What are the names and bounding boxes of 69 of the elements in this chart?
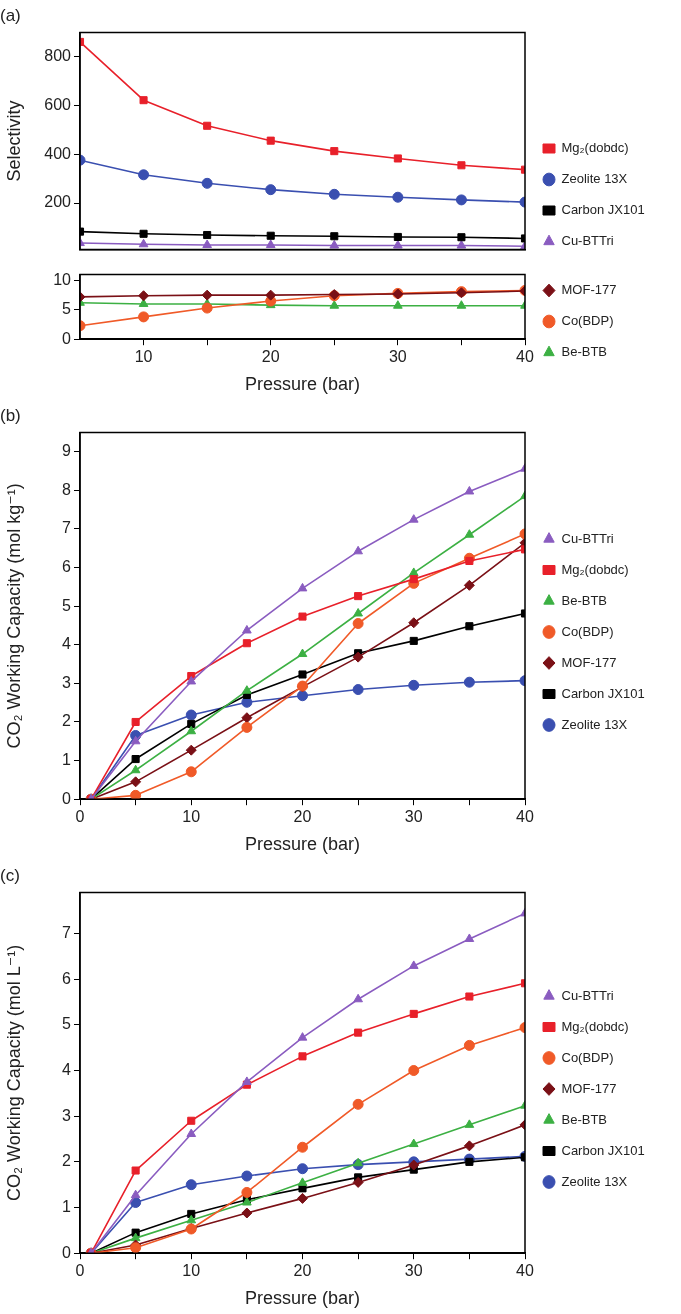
y-tick-label: 0 [62,789,72,807]
y-tick-label: 3 [62,1106,72,1124]
legend-label: Be-BTB [561,344,608,360]
x-axis-title: Pressure (bar) [244,374,361,395]
legend-label: MOF-177 [561,282,617,298]
y-tick-label: 5 [62,1015,72,1033]
x-tick-label: 20 [293,808,312,826]
legend-label: Zeolite 13X [561,1173,628,1189]
y-tick-label: 8 [62,480,72,498]
y-tick-label: 6 [62,557,72,575]
legend-label: Cu-BTTri [561,987,614,1003]
y-tick-label: 3 [62,673,72,691]
y-tick-label: 0 [62,1243,72,1261]
legend-label: Cu-BTTri [561,530,614,546]
x-tick-label: 0 [75,1262,85,1280]
y-tick-label: 6 [62,969,72,987]
chart-title: (b) [0,405,21,425]
y-tick-label: 9 [62,442,72,460]
legend-label: Mg₂(dobdc) [561,1018,629,1034]
x-tick-label: 10 [134,348,153,366]
legend-label: Mg₂(dobdc) [561,561,629,577]
y-tick-label: 0 [62,329,72,347]
y-tick-label: 600 [44,95,72,113]
legend-label: Carbon JX101 [561,202,645,218]
x-axis-title: Pressure (bar) [244,834,361,855]
x-axis-title: Pressure (bar) [244,1288,361,1309]
x-tick-label: 30 [404,1262,423,1280]
y-tick-label: 2 [62,1152,72,1170]
x-tick-label: 30 [404,808,423,826]
y-tick-label: 7 [62,923,72,941]
y-tick-label: 10 [53,270,72,288]
x-tick-label: 0 [75,808,85,826]
y-tick-label: 200 [44,193,72,211]
y-axis-title: CO₂ Working Capacity (mol kg⁻¹) [3,483,24,749]
y-tick-label: 800 [44,47,72,65]
legend-label: Be-BTB [561,592,608,608]
x-tick-label: 30 [388,348,407,366]
x-tick-label: 20 [293,1262,312,1280]
legend-label: MOF-177 [561,654,617,670]
legend-label: Co(BDP) [561,623,614,639]
x-tick-label: 40 [516,1262,534,1280]
chart-title: (a) [0,5,21,25]
legend-label: Zeolite 13X [561,171,628,187]
y-tick-label: 7 [62,519,72,537]
y-tick-label: 1 [62,1197,72,1215]
legend-label: Carbon JX101 [561,685,645,701]
x-tick-label: 10 [182,808,201,826]
y-tick-label: 2 [62,712,72,730]
y-tick-label: 5 [62,596,72,614]
y-axis-title: CO₂ Working Capacity (mol L⁻¹) [3,944,24,1201]
legend-label: Co(BDP) [561,313,614,329]
legend-label: Co(BDP) [561,1049,614,1065]
chart-title: (c) [0,865,20,885]
legend-label: MOF-177 [561,1080,617,1096]
y-tick-label: 400 [44,144,72,162]
y-tick-label: 4 [62,635,72,653]
x-tick-label: 10 [182,1262,201,1280]
legend-label: Carbon JX101 [561,1142,645,1158]
y-axis-title: Selectivity [3,100,24,182]
y-tick-label: 5 [62,300,72,318]
legend-label: Mg₂(dobdc) [561,140,629,156]
y-tick-label: 4 [62,1060,72,1078]
legend-label: Cu-BTTri [561,233,614,249]
x-tick-label: 20 [261,348,280,366]
x-tick-label: 40 [516,808,534,826]
legend-label: Zeolite 13X [561,716,628,732]
legend-label: Be-BTB [561,1111,608,1127]
y-tick-label: 1 [62,751,72,768]
x-tick-label: 40 [516,348,534,366]
